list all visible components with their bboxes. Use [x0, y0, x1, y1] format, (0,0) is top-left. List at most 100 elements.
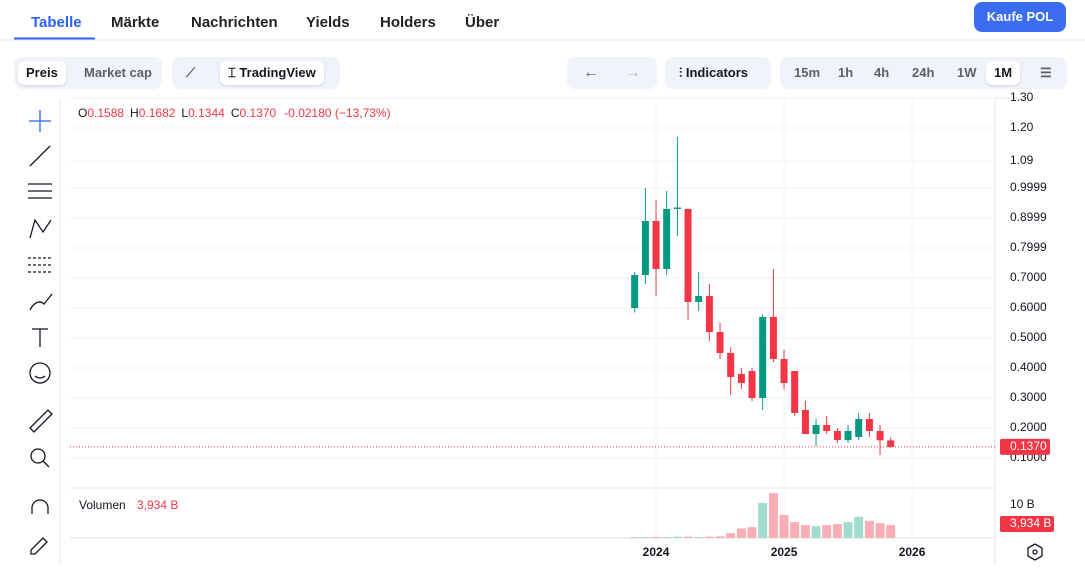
- style-button[interactable]: ⌶ TradingView: [220, 61, 324, 85]
- candle-body: [791, 371, 799, 413]
- candle-body: [641, 221, 649, 275]
- x-tick-label: 2025: [771, 545, 798, 559]
- nav-tab[interactable]: Nachrichten: [191, 14, 278, 31]
- indicators-button[interactable]: ⫶ Indicators: [679, 65, 748, 80]
- legend-key: C: [231, 106, 240, 120]
- volume-last-label: 3,934 B: [1010, 516, 1051, 530]
- y-tick-label: 0.5000: [1010, 330, 1047, 344]
- volume-bar: [726, 533, 736, 538]
- mode-button[interactable]: Preis: [18, 61, 66, 85]
- timeframe-button[interactable]: 1W: [957, 65, 977, 80]
- volume-bar: [832, 524, 842, 538]
- candle-body: [801, 410, 809, 434]
- candle-body: [673, 207, 681, 209]
- last-price-label: 0.1370: [1010, 439, 1047, 453]
- redo-button[interactable]: →: [625, 64, 641, 81]
- candle-body: [631, 275, 639, 308]
- volume-bar: [715, 536, 725, 538]
- candle-body: [887, 440, 895, 447]
- volume-bar: [768, 493, 778, 538]
- candle-body: [833, 431, 841, 440]
- volume-bar: [651, 537, 661, 538]
- volume-bar: [822, 525, 832, 538]
- mode-switch: Preis Market cap: [14, 57, 162, 89]
- y-tick-label: 0.9999: [1010, 180, 1047, 194]
- nav-tab[interactable]: Holders: [380, 14, 436, 31]
- legend-key: H: [130, 106, 139, 120]
- timeframes: 15m 1h 4h 24h 1W 1M ☰: [780, 57, 1067, 89]
- candle-body: [652, 221, 660, 269]
- x-tick-label: 2024: [643, 545, 670, 559]
- y-tick-label: 0.3000: [1010, 390, 1047, 404]
- nav-tab[interactable]: Märkte: [111, 14, 160, 31]
- volume-tick-label: 10 B: [1010, 497, 1035, 511]
- candle-body: [812, 425, 820, 434]
- volume-last-box: [1000, 516, 1054, 532]
- indicators-box: ⫶ Indicators: [665, 57, 771, 89]
- candle-body: [663, 209, 671, 269]
- candle-body: [855, 419, 863, 437]
- volume-bar: [864, 520, 874, 538]
- candle-body: [748, 371, 756, 398]
- legend-key: O: [78, 106, 87, 120]
- volume-legend-value: 3,934 B: [137, 498, 178, 512]
- nav-tab[interactable]: Über: [465, 14, 500, 31]
- mode-button[interactable]: Market cap: [84, 65, 152, 80]
- volume-bar: [790, 522, 800, 538]
- candle-body: [876, 431, 884, 441]
- timeframe-button[interactable]: 24h: [912, 65, 935, 80]
- timeframe-button[interactable]: 1h: [838, 65, 854, 80]
- y-tick-label: 0.2000: [1010, 420, 1047, 434]
- y-tick-label: 1.30: [1010, 90, 1034, 104]
- style-switch: ⟋ ⌶ TradingView: [172, 57, 340, 89]
- y-tick-label: 0.6000: [1010, 300, 1047, 314]
- legend-value: 0.1588: [87, 106, 124, 120]
- nav-tab[interactable]: Yields: [306, 14, 350, 31]
- volume-bar: [843, 522, 853, 538]
- candle-body: [823, 425, 831, 431]
- settings-button[interactable]: ☰: [1040, 65, 1052, 80]
- candle-body: [769, 317, 777, 359]
- candle-body: [759, 317, 767, 398]
- volume-bar: [811, 526, 821, 538]
- volume-bar: [747, 527, 757, 538]
- timeframe-button[interactable]: 15m: [794, 65, 821, 80]
- candle-body: [727, 353, 735, 377]
- y-tick-label: 0.7999: [1010, 240, 1047, 254]
- candle-body: [716, 332, 724, 353]
- volume-bar: [662, 537, 672, 538]
- y-tick-label: 1.09: [1010, 153, 1034, 167]
- volume-bar: [886, 525, 896, 538]
- legend-key: L: [181, 106, 188, 120]
- volume-bar: [854, 516, 864, 538]
- drawing-tools[interactable]: [28, 110, 1043, 561]
- volume-bar: [875, 523, 885, 538]
- volume-bar: [800, 525, 810, 538]
- last-price-box: [1000, 438, 1050, 455]
- candle-body: [737, 374, 745, 383]
- volume-bar: [672, 536, 682, 538]
- y-tick-label: 0.7000: [1010, 270, 1047, 284]
- candle-body: [865, 419, 873, 431]
- timeframe-button[interactable]: 1M: [986, 61, 1021, 85]
- ohlc-legend: O0.1588 H0.1682 L0.1344 C0.1370 -0.02180 (−1…: [78, 106, 391, 120]
- nav-tab[interactable]: Tabelle: [31, 14, 82, 31]
- candle-body: [695, 296, 703, 302]
- indicators-label: Indicators: [685, 65, 748, 80]
- buy-button[interactable]: Kaufe POL: [974, 2, 1066, 32]
- legend-value: 0.1682: [139, 106, 176, 120]
- candle-body: [844, 431, 852, 440]
- timeframe-button[interactable]: 4h: [874, 65, 890, 80]
- candle-body: [684, 209, 692, 302]
- candle-body: [705, 296, 713, 332]
- line-style-button[interactable]: ⟋: [186, 65, 196, 80]
- y-tick-label: 0.8999: [1010, 210, 1047, 224]
- undo-button[interactable]: ←: [583, 64, 599, 81]
- legend-value: 0.1344: [188, 106, 225, 120]
- history-buttons: ← →: [567, 57, 657, 89]
- x-tick-label: 2026: [899, 545, 926, 559]
- y-tick-label: 1.20: [1010, 120, 1034, 134]
- volume-bar: [779, 514, 789, 538]
